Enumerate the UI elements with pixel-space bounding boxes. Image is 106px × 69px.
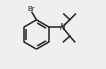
Text: Br: Br xyxy=(27,6,35,12)
Text: N: N xyxy=(59,23,65,32)
